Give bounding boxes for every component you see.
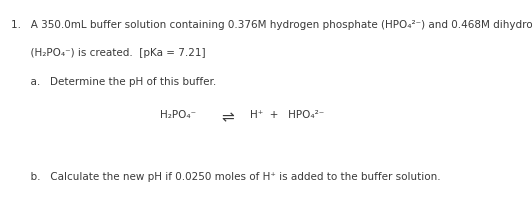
Text: H₂PO₄⁻: H₂PO₄⁻ [160,110,196,120]
Text: a.   Determine the pH of this buffer.: a. Determine the pH of this buffer. [11,77,216,87]
Text: H⁺  +   HPO₄²⁻: H⁺ + HPO₄²⁻ [250,110,325,120]
Text: (H₂PO₄⁻) is created.  [pKa = 7.21]: (H₂PO₄⁻) is created. [pKa = 7.21] [11,48,205,58]
Text: b.   Calculate the new pH if 0.0250 moles of H⁺ is added to the buffer solution.: b. Calculate the new pH if 0.0250 moles … [11,172,440,181]
Text: 1.   A 350.0mL buffer solution containing 0.376M hydrogen phosphate (HPO₄²⁻) and: 1. A 350.0mL buffer solution containing … [11,20,532,30]
Text: ⇌: ⇌ [221,110,234,125]
